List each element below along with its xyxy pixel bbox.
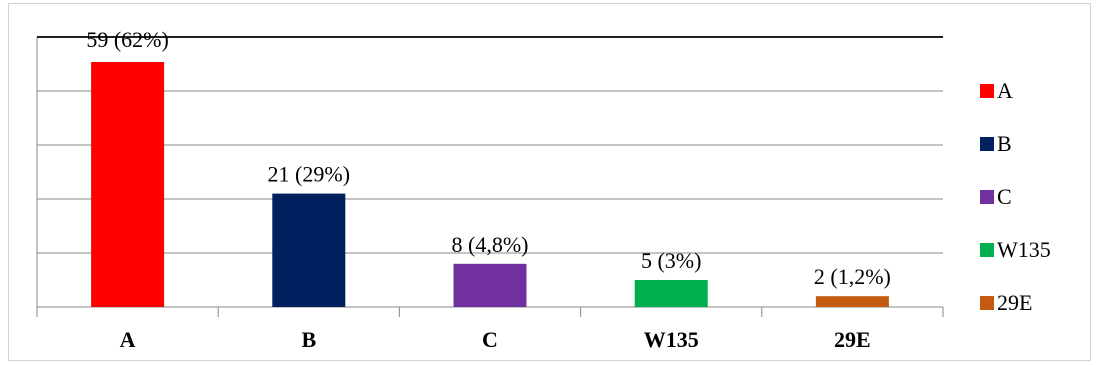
bar-b [272, 193, 346, 307]
data-label-a: 59 (62%) [86, 27, 168, 52]
chart-frame [8, 3, 1091, 361]
x-tick-label-w135: W135 [644, 327, 699, 352]
legend-item-29e: 29E [980, 290, 1090, 316]
bar-c [453, 263, 527, 307]
legend-item-c: C [980, 184, 1090, 210]
x-tick-label-29e: 29E [834, 327, 871, 352]
legend-swatch-a [980, 84, 994, 98]
bar-w135 [634, 280, 708, 307]
legend-item-b: B [980, 131, 1090, 157]
legend-swatch-c [980, 190, 994, 204]
legend-label-w135: W135 [997, 237, 1051, 262]
legend: A B C W135 29E [980, 78, 1090, 343]
data-label-w135: 5 (3%) [641, 248, 701, 273]
legend-item-w135: W135 [980, 237, 1090, 263]
legend-label-b: B [997, 131, 1012, 156]
bar-29e [815, 296, 889, 307]
legend-label-29e: 29E [997, 290, 1033, 315]
bar-a [91, 62, 165, 307]
data-label-b: 21 (29%) [268, 162, 350, 187]
x-tick-label-c: C [482, 327, 498, 352]
x-tick-label-a: A [120, 327, 136, 352]
legend-label-a: A [997, 78, 1013, 103]
data-label-29e: 2 (1,2%) [814, 264, 891, 289]
legend-swatch-w135 [980, 243, 994, 257]
legend-item-a: A [980, 78, 1090, 104]
legend-label-c: C [997, 184, 1012, 209]
data-label-c: 8 (4,8%) [452, 232, 529, 257]
x-tick-label-b: B [301, 327, 316, 352]
legend-swatch-29e [980, 296, 994, 310]
legend-swatch-b [980, 137, 994, 151]
